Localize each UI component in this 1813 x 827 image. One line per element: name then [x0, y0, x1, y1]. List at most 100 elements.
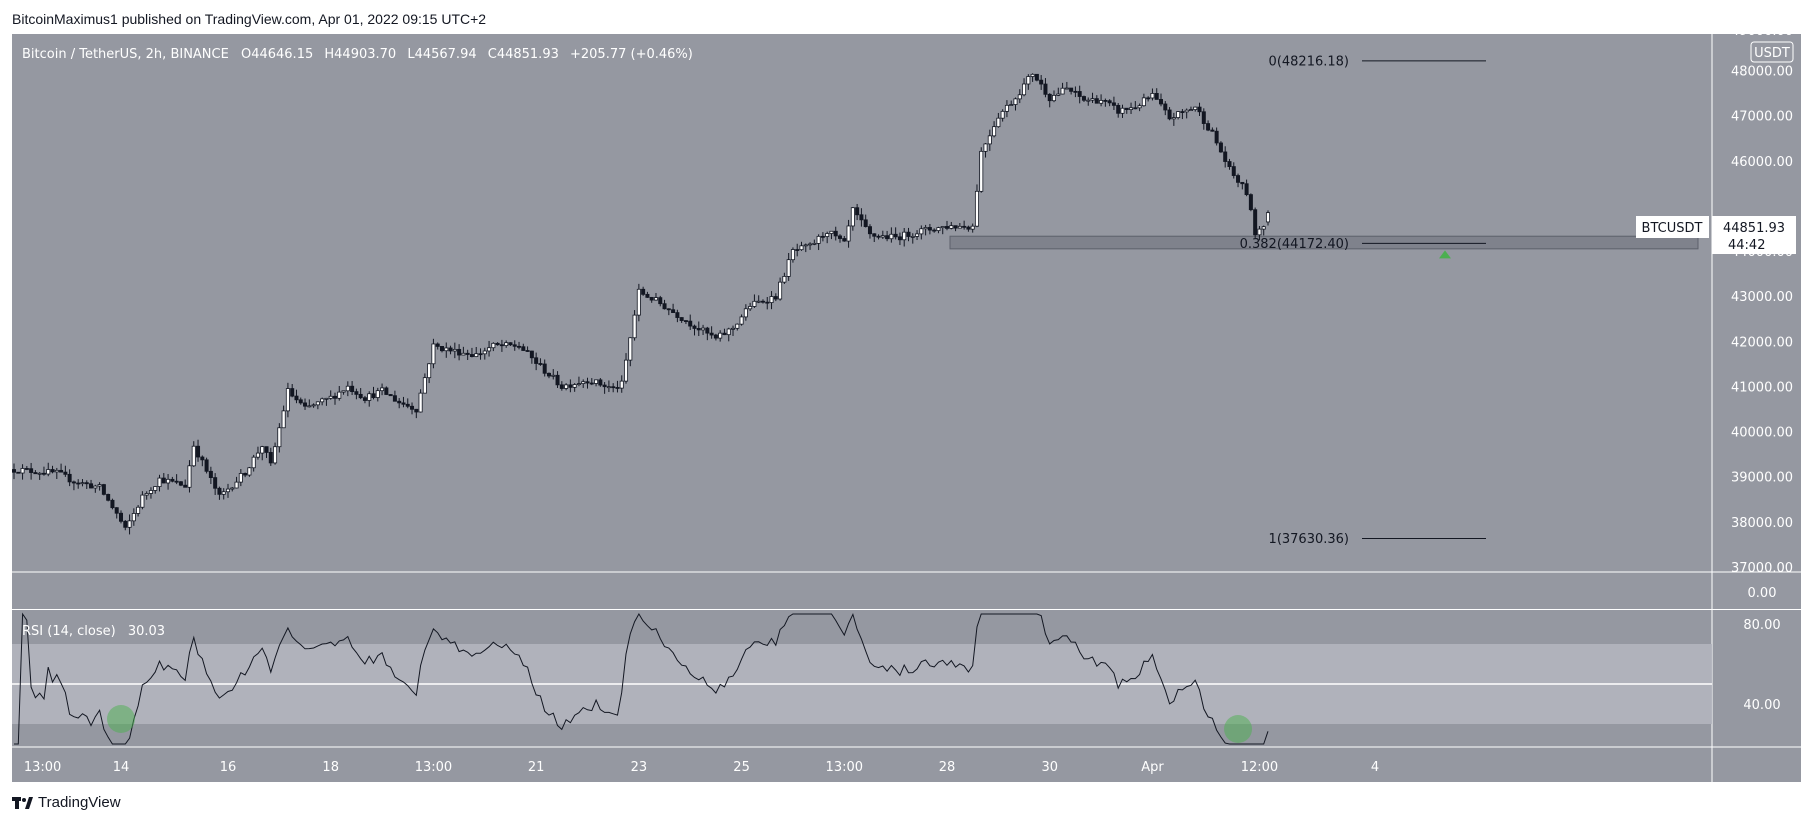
- candle-body: [940, 226, 945, 229]
- candle-body: [1150, 93, 1155, 99]
- candle: [568, 379, 573, 393]
- rsi-axis-labels: 80.00 40.00: [1743, 618, 1780, 713]
- candle-body: [127, 520, 132, 528]
- candle: [799, 241, 804, 251]
- candle-body: [148, 490, 153, 494]
- candle-body: [1030, 73, 1035, 77]
- rsi-axis-pane[interactable]: [1712, 610, 1801, 747]
- candle-body: [825, 233, 830, 237]
- candle-body: [559, 384, 564, 389]
- candle-body: [311, 404, 316, 407]
- rsi-value: 30.03: [128, 624, 165, 639]
- candle-body: [225, 488, 230, 493]
- time-tick-label: 18: [322, 760, 339, 775]
- candle: [1103, 98, 1108, 107]
- candle-body: [273, 446, 278, 464]
- candle: [1056, 87, 1061, 97]
- candle: [649, 296, 654, 303]
- currency-badge-box[interactable]: [1750, 41, 1794, 63]
- candle-body: [461, 352, 466, 356]
- fib-retracement[interactable]: 0(48216.18) 0.382(44172.40) 1(37630.36): [1240, 54, 1486, 547]
- candle-body: [876, 235, 881, 238]
- price-axis-pane[interactable]: [1712, 34, 1801, 572]
- candle-body: [748, 306, 753, 310]
- candle: [1137, 103, 1142, 112]
- candle-body: [589, 382, 594, 385]
- candle-body: [611, 386, 616, 389]
- candle: [701, 324, 706, 335]
- candle: [923, 224, 928, 236]
- candle-body: [585, 381, 590, 384]
- candle: [277, 423, 282, 453]
- candle: [658, 295, 663, 307]
- time-tick-label: 23: [631, 760, 648, 775]
- candle: [987, 129, 992, 151]
- candle-body: [705, 327, 710, 334]
- candle: [897, 232, 902, 246]
- candle: [388, 394, 393, 397]
- candle: [833, 226, 838, 241]
- candle-body: [238, 473, 243, 483]
- candle: [615, 380, 620, 393]
- candle: [581, 379, 586, 388]
- candle: [769, 291, 774, 310]
- candle-body: [923, 227, 928, 230]
- candle-body: [1004, 104, 1009, 112]
- candle-body: [268, 452, 273, 464]
- candle-body: [679, 317, 684, 321]
- time-axis-labels: 13:00 14 16 18 13:00 21 23 25 13:00 28 30 Apr 12:00 4: [24, 760, 1379, 775]
- candle: [598, 378, 603, 387]
- candle-body: [1193, 106, 1198, 110]
- candle: [829, 230, 834, 240]
- candle-body: [872, 233, 877, 237]
- time-axis-pane[interactable]: [12, 747, 1801, 782]
- candle: [846, 219, 851, 248]
- candle-body: [615, 387, 620, 389]
- candle-body: [277, 427, 282, 448]
- candle: [782, 272, 787, 285]
- candle: [1022, 78, 1027, 97]
- candle-body: [889, 233, 894, 240]
- candle-body: [701, 327, 706, 331]
- support-zone[interactable]: [949, 235, 1699, 250]
- time-tick-label: 13:00: [415, 760, 452, 775]
- candle-body: [1171, 117, 1176, 120]
- candle-body: [320, 398, 325, 403]
- candle-body: [820, 235, 825, 238]
- publish-header: BitcoinMaximus1 published on TradingView…: [12, 11, 487, 27]
- candle: [298, 397, 303, 405]
- candle: [517, 341, 522, 350]
- candle-body: [350, 385, 355, 393]
- candle: [983, 143, 988, 158]
- candle-body: [1210, 129, 1215, 132]
- candle: [1227, 158, 1232, 170]
- price-pane[interactable]: [12, 34, 1712, 572]
- candle: [97, 482, 102, 491]
- price-tick-label: 41000.00: [1731, 380, 1793, 395]
- rsi-line: [14, 612, 1269, 745]
- candle-body: [624, 359, 629, 382]
- candle-body: [1201, 111, 1206, 124]
- candle: [1240, 181, 1245, 190]
- candle-body: [1227, 161, 1232, 167]
- candle: [84, 480, 89, 489]
- candle-body: [290, 388, 295, 397]
- candle: [504, 340, 509, 348]
- candle-body: [332, 395, 337, 399]
- candle-body: [50, 469, 55, 473]
- candle-body: [542, 363, 547, 374]
- candle: [1218, 141, 1223, 153]
- candle: [606, 380, 611, 393]
- candle: [196, 439, 201, 462]
- candle: [559, 381, 564, 391]
- candle-body: [915, 233, 920, 237]
- candle-body: [692, 325, 697, 329]
- candle-body: [786, 259, 791, 277]
- candle-body: [118, 512, 123, 522]
- candle: [576, 376, 581, 387]
- rsi-title-text: RSI (14, close): [22, 624, 116, 639]
- candle-body: [114, 507, 119, 514]
- candle: [136, 505, 141, 517]
- candle-body: [1060, 87, 1065, 95]
